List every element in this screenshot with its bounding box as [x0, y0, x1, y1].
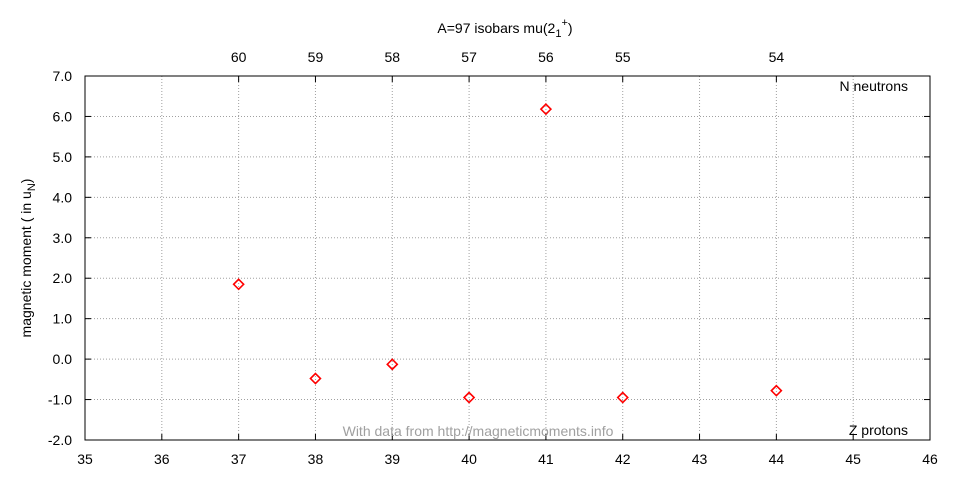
data-point	[232, 278, 245, 291]
y-tick-label: 2.0	[53, 270, 73, 286]
top-tick-label: 57	[461, 49, 477, 65]
grid	[85, 76, 930, 440]
chart-title: A=97 isobars mu(21+)	[437, 17, 572, 40]
x-tick-label: 35	[77, 451, 93, 467]
y-tick-label: 6.0	[53, 108, 73, 124]
x-tick-label: 36	[154, 451, 170, 467]
x-tick-label: 40	[461, 451, 477, 467]
x-tick-label: 37	[231, 451, 247, 467]
y-tick-label: 1.0	[53, 311, 73, 327]
y-tick-label: 7.0	[53, 68, 73, 84]
top-tick-label: 60	[231, 49, 247, 65]
y-tick-label: 5.0	[53, 149, 73, 165]
x-axis-label: Z protons	[849, 422, 908, 438]
top-tick-label: 58	[384, 49, 400, 65]
y-tick-label: -2.0	[48, 432, 72, 448]
watermark: With data from http://magneticmoments.in…	[343, 423, 614, 439]
x-tick-label: 45	[845, 451, 861, 467]
top-tick-label: 54	[769, 49, 785, 65]
data-point	[616, 391, 629, 404]
top-tick-label: 56	[538, 49, 554, 65]
tick-labels: 35 36 37 38 39 40 41 42 43 44 45 46 -2.0 -1.0 0.0 1.0 2.…	[48, 49, 938, 467]
y-tick-label: 0.0	[53, 351, 73, 367]
x-tick-label: 41	[538, 451, 554, 467]
y-tick-label: -1.0	[48, 392, 72, 408]
x2-axis-label: N neutrons	[840, 78, 908, 94]
data-points	[232, 103, 783, 404]
ticks	[84, 75, 931, 441]
x-tick-label: 43	[692, 451, 708, 467]
x-tick-label: 38	[308, 451, 324, 467]
y-tick-label: 3.0	[53, 230, 73, 246]
data-point	[770, 384, 783, 397]
top-tick-label: 55	[615, 49, 631, 65]
top-tick-label: 59	[308, 49, 324, 65]
y-axis-label: magnetic moment ( in uN)	[18, 179, 38, 338]
y-tick-label: 4.0	[53, 189, 73, 205]
x-tick-label: 46	[922, 451, 938, 467]
x-tick-label: 44	[769, 451, 785, 467]
data-point	[539, 103, 553, 116]
data-point	[386, 358, 399, 371]
x-tick-label: 42	[615, 451, 631, 467]
data-point	[462, 391, 476, 404]
plot-frame	[84, 75, 931, 441]
data-point	[309, 372, 322, 385]
x-tick-label: 39	[384, 451, 400, 467]
